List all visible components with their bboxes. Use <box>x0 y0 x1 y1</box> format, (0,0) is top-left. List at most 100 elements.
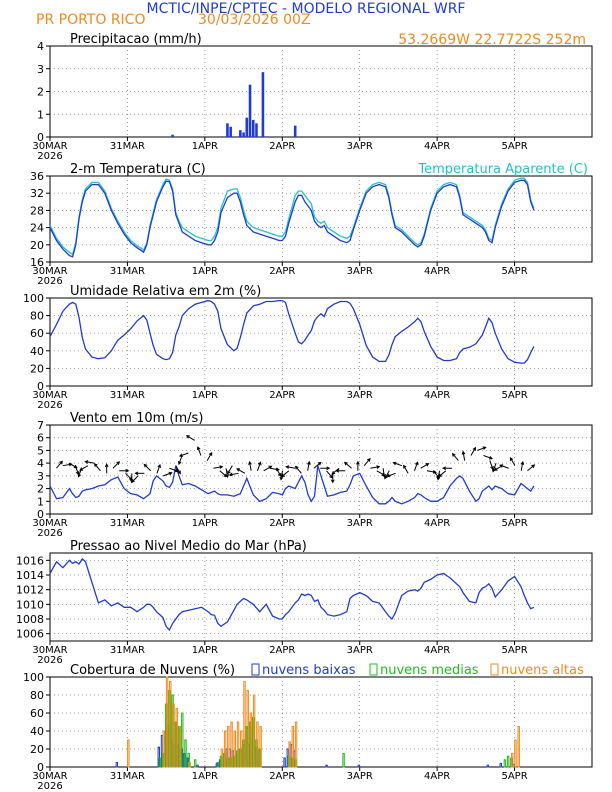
x-year-label: 2026 <box>37 781 62 792</box>
wind-vector <box>420 463 429 469</box>
wind-arrowhead <box>178 453 183 457</box>
wind-arrowhead <box>157 463 161 468</box>
wind-vector <box>178 455 183 465</box>
legend-swatch <box>251 663 260 676</box>
wind-vector <box>438 470 447 477</box>
cloud-bar <box>193 759 197 768</box>
cloud-bar <box>188 762 191 768</box>
x-tick-label: 5APR <box>501 141 527 152</box>
wind-arrowhead <box>227 470 231 475</box>
wind-arrowhead <box>343 461 348 466</box>
wind-vector <box>437 470 441 480</box>
wind-vector <box>125 472 133 481</box>
legend-label: nuvens baixas <box>262 663 356 678</box>
cloud-bar <box>283 757 286 768</box>
x-tick-label: 4APR <box>424 390 450 401</box>
wind-vector <box>213 466 223 469</box>
x-tick-label: 30MAR <box>32 141 67 152</box>
cloud-bar <box>115 762 119 768</box>
panel-temp: 16 20 24 28 32 36 30MAR 31MAR 1APR 2APR 3APR 4APR 5A… <box>30 162 593 287</box>
cloud-bar <box>165 676 169 768</box>
plot-frame <box>49 676 593 768</box>
wind-vector <box>500 464 509 469</box>
wind-arrowhead <box>307 460 311 465</box>
cloud-bar <box>503 759 507 768</box>
wind-arrowhead <box>326 466 331 471</box>
wind-vector <box>403 465 409 474</box>
wind-arrowhead <box>482 446 487 450</box>
wind-arrowhead <box>177 470 181 475</box>
wind-vector <box>384 470 390 479</box>
x-tick-label: 3APR <box>347 518 373 529</box>
wind-vector <box>344 462 352 469</box>
cloud-bar <box>223 730 227 768</box>
wind-arrowhead <box>219 465 224 469</box>
wind-arrowhead <box>248 460 252 465</box>
x-tick-label: 2APR <box>269 518 295 529</box>
wind-arrowhead <box>384 475 388 480</box>
x-tick-label: 30MAR <box>32 518 67 529</box>
wind-arrowhead <box>285 465 290 469</box>
panel-title: Umidade Relativa em 2m (%) <box>70 284 261 299</box>
series-line <box>49 557 535 632</box>
wind-arrowhead <box>499 464 504 468</box>
wind-arrowhead <box>451 452 456 457</box>
wind-arrowhead <box>84 460 89 464</box>
x-tick-label: 4APR <box>424 645 450 656</box>
x-tick-label: 5APR <box>501 645 527 656</box>
panel-precip: 0 1 2 3 4 30MAR 31MAR 1APR 2APR 3APR 4APR 5APR 2026 P… <box>32 32 593 162</box>
y-tick-label: 100 <box>23 671 44 684</box>
wind-vector <box>175 465 181 474</box>
precip-bar <box>251 119 255 137</box>
x-tick-label: 1APR <box>192 771 218 782</box>
wind-arrowhead <box>130 479 135 483</box>
cloud-bar <box>162 730 166 768</box>
cloud-bar <box>158 757 161 768</box>
y-tick-label: 60 <box>30 707 44 720</box>
panel-title: Cobertura de Nuvens (%) <box>70 663 235 678</box>
wind-vector <box>131 475 139 483</box>
wind-arrowhead <box>356 460 360 465</box>
wind-arrowhead <box>414 461 419 466</box>
panel-title: Precipitacao (mm/h) <box>70 32 202 47</box>
cloud-bar <box>288 741 291 768</box>
wind-vector <box>263 465 272 472</box>
x-tick-label: 4APR <box>424 518 450 529</box>
wind-arrowhead <box>116 461 121 465</box>
precip-bar <box>239 130 242 137</box>
y-tick-label: 1008 <box>16 613 44 626</box>
cloud-bar <box>291 726 295 768</box>
legend-swatch <box>490 663 499 676</box>
x-tick-label: 5APR <box>501 771 527 782</box>
wind-vector <box>156 464 161 474</box>
x-tick-label: 31MAR <box>110 266 145 277</box>
x-tick-label: 3APR <box>347 390 373 401</box>
y-tick-label: 100 <box>23 292 44 305</box>
wind-vector <box>275 467 282 477</box>
y-tick-label: 5 <box>37 444 44 457</box>
cloud-bar <box>236 721 240 768</box>
plot-frame <box>49 175 593 263</box>
wind-arrowhead <box>386 473 391 478</box>
wind-arrowhead <box>178 460 182 465</box>
wind-vector <box>56 461 63 469</box>
y-tick-label: 1 <box>37 495 44 508</box>
wind-vector <box>483 455 493 460</box>
wind-vector <box>527 464 535 472</box>
y-tick-label: 1012 <box>16 584 44 597</box>
x-tick-label: 30MAR <box>32 645 67 656</box>
wind-vector <box>520 461 524 471</box>
x-tick-label: 3APR <box>347 771 373 782</box>
wind-arrowhead <box>59 460 63 465</box>
wind-vector <box>413 462 418 471</box>
wind-vector <box>370 466 380 469</box>
wind-arrowhead <box>236 468 241 472</box>
plot-frame <box>49 297 593 387</box>
y-tick-label: 1006 <box>16 628 44 641</box>
x-tick-label: 31MAR <box>110 645 145 656</box>
x-tick-label: 1APR <box>192 518 218 529</box>
cloud-bar <box>499 762 502 768</box>
wind-vector <box>492 462 497 472</box>
cloud-bar <box>294 721 298 768</box>
